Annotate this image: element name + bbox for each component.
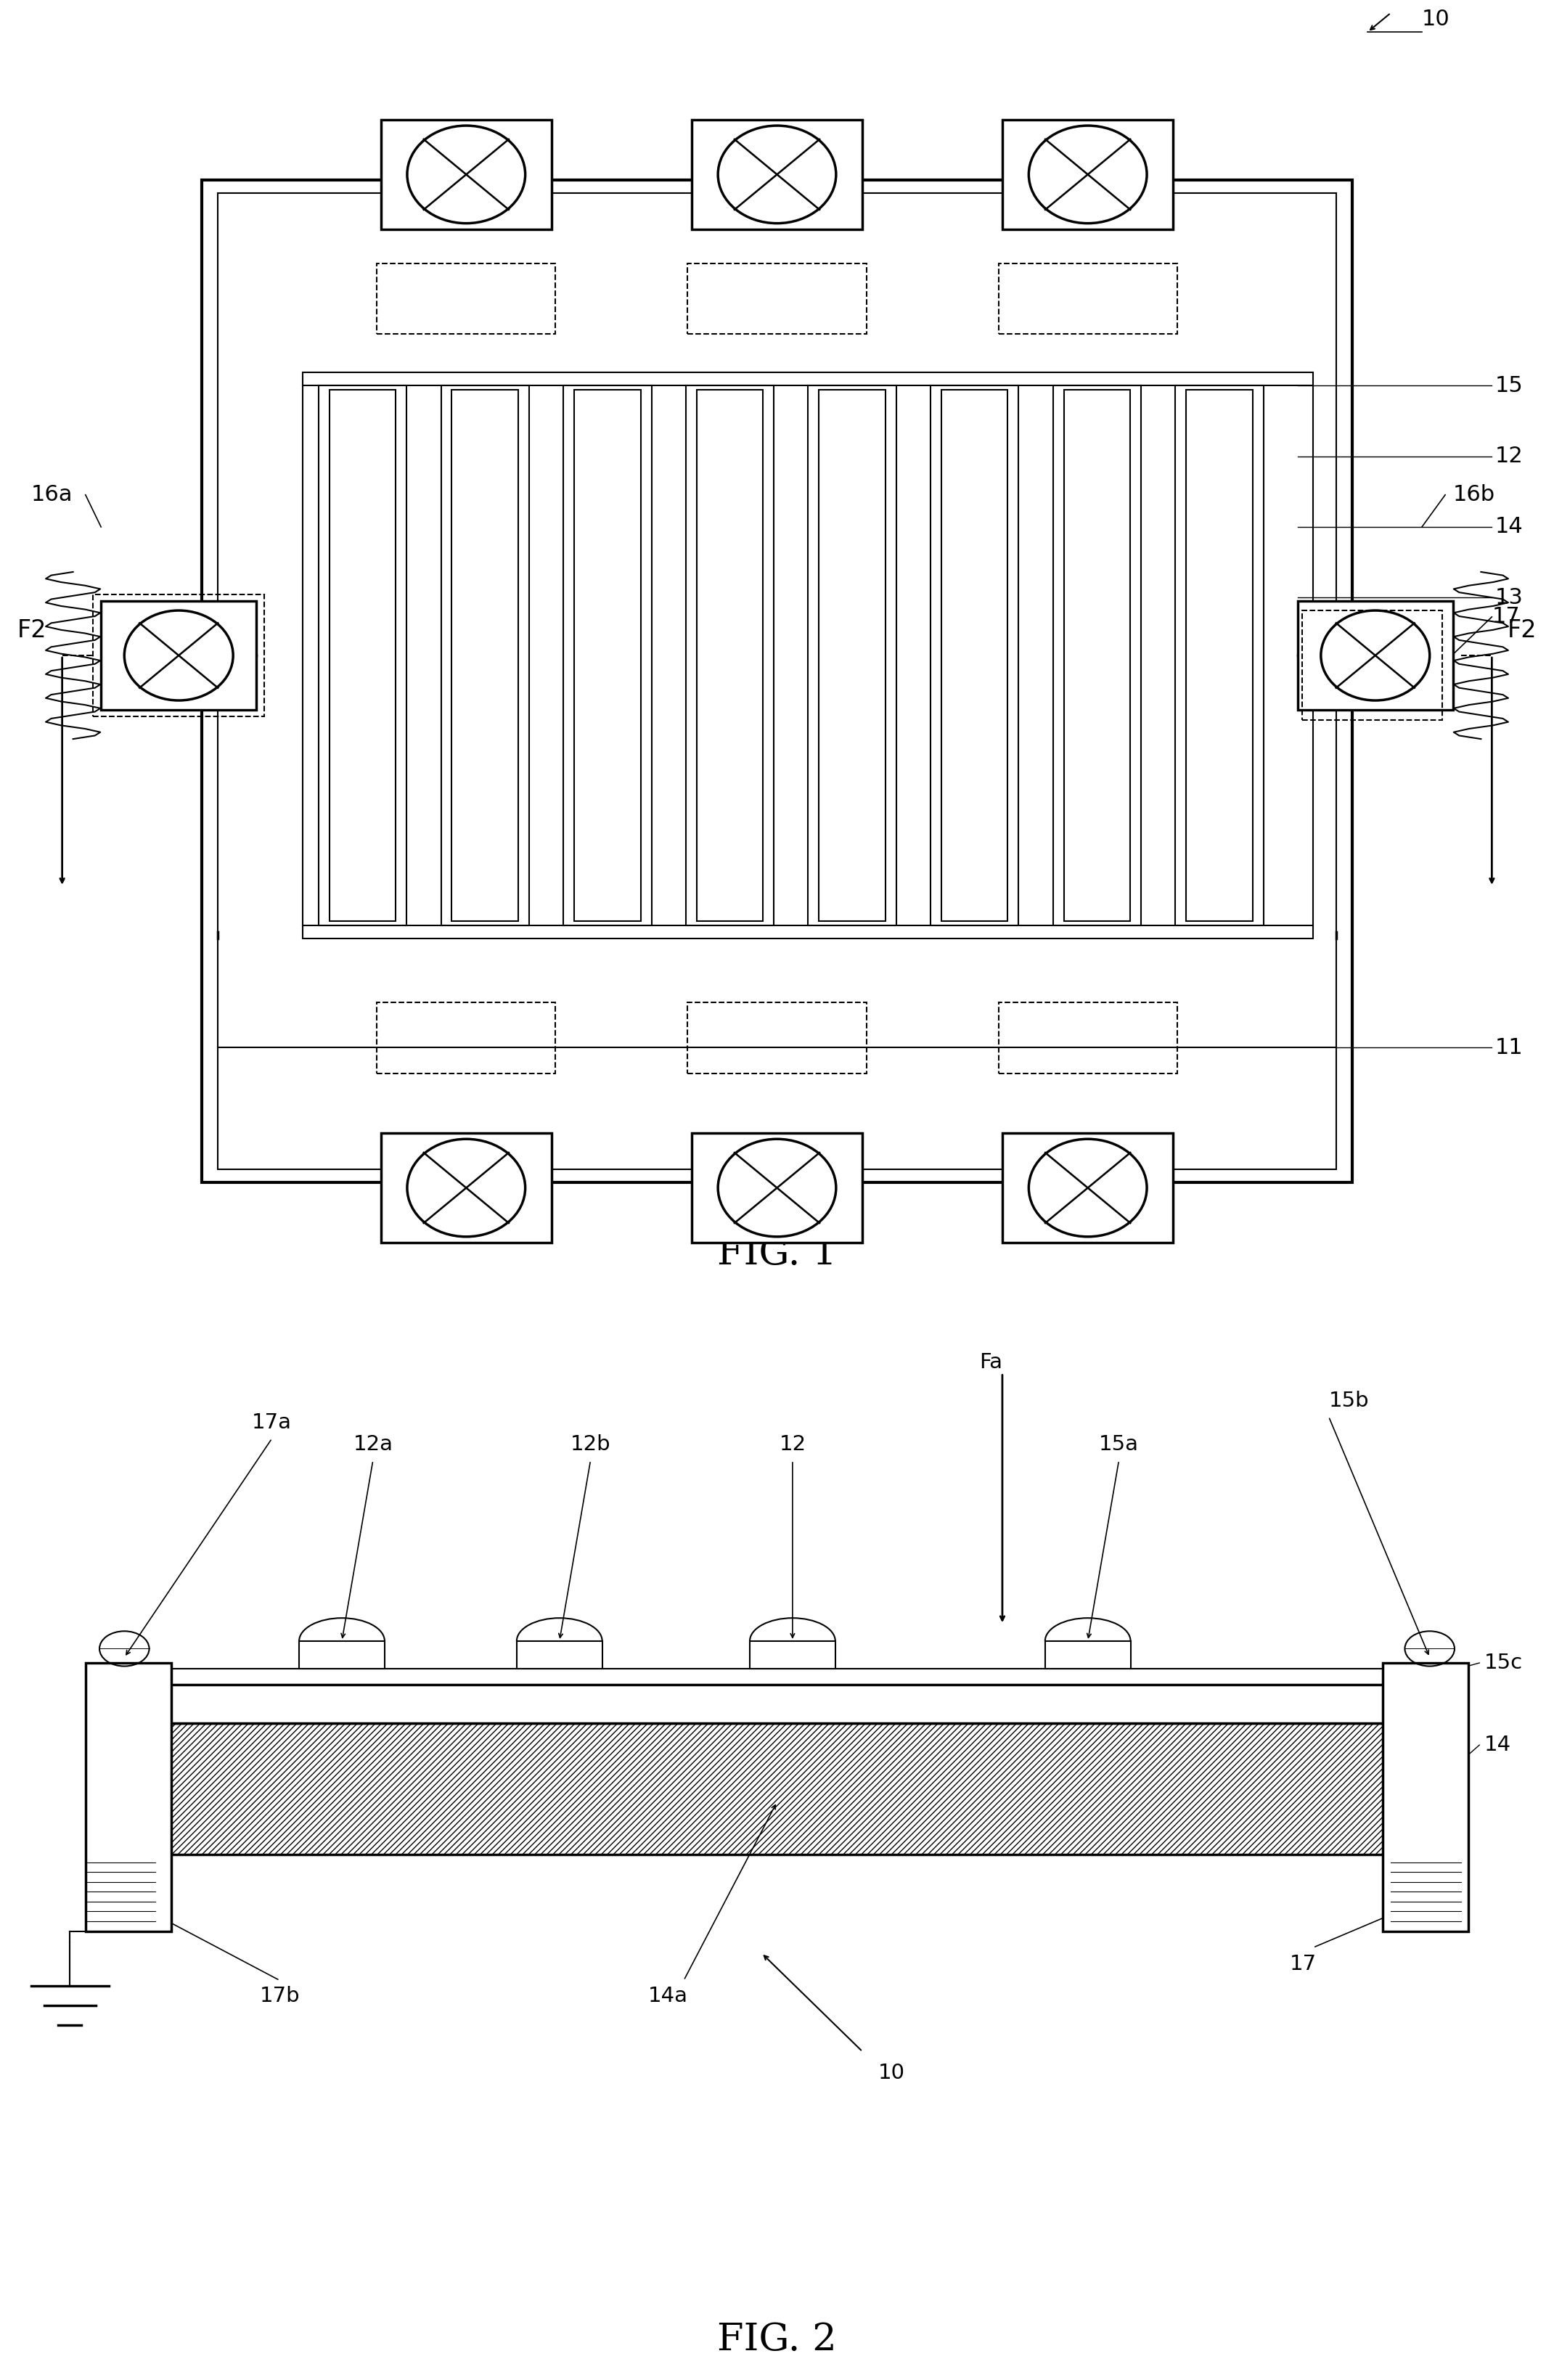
Text: FIG. 2: FIG. 2 [718, 2320, 836, 2359]
Bar [376, 264, 556, 333]
Text: 16b: 16b [1453, 483, 1495, 505]
Bar [202, 181, 1352, 1183]
Text: 12a: 12a [353, 1435, 393, 1454]
Bar [808, 386, 897, 926]
Bar [563, 386, 651, 926]
Bar [1002, 119, 1173, 228]
Text: F2: F2 [17, 619, 47, 643]
Text: 17a: 17a [252, 1414, 292, 1433]
Bar [692, 119, 862, 228]
Bar [441, 386, 528, 926]
Bar [124, 1723, 1430, 1854]
Text: 14: 14 [1495, 516, 1523, 538]
Text: 17b: 17b [260, 1985, 300, 2006]
Bar [1175, 386, 1263, 926]
Text: F2: F2 [1507, 619, 1537, 643]
Bar [101, 600, 256, 709]
Text: Fa: Fa [979, 1352, 1002, 1373]
Bar [819, 390, 886, 921]
Text: 10: 10 [878, 2063, 904, 2082]
Bar [452, 390, 517, 921]
Bar [376, 1002, 556, 1073]
Bar [1063, 390, 1130, 921]
Text: 15b: 15b [1329, 1390, 1369, 1411]
Text: 14: 14 [1484, 1735, 1510, 1754]
Text: 17: 17 [1290, 1954, 1316, 1973]
Bar [381, 119, 552, 228]
Bar [381, 1133, 552, 1242]
Bar [1052, 386, 1141, 926]
Bar [931, 386, 1018, 926]
Text: 16a: 16a [31, 483, 73, 505]
Bar [85, 1664, 171, 1930]
Text: 13: 13 [1495, 588, 1523, 609]
Text: 11: 11 [1495, 1038, 1523, 1059]
Bar [124, 1723, 1430, 1854]
Bar [298, 1642, 384, 1668]
Text: 12: 12 [1495, 445, 1523, 466]
Bar [998, 1002, 1178, 1073]
Bar [998, 264, 1178, 333]
Text: 15c: 15c [1484, 1652, 1523, 1673]
Bar [516, 1642, 601, 1668]
Bar [1002, 1133, 1173, 1242]
Bar [696, 390, 763, 921]
Bar [303, 374, 1313, 938]
Bar [1186, 390, 1253, 921]
Bar [692, 1133, 862, 1242]
Bar [319, 386, 407, 926]
Text: 12b: 12b [570, 1435, 611, 1454]
Bar [1302, 609, 1442, 719]
Bar [575, 390, 640, 921]
Text: 10: 10 [1422, 10, 1450, 31]
Bar [749, 1642, 836, 1668]
Bar [1383, 1664, 1469, 1930]
Bar [124, 1685, 1430, 1723]
Text: 15: 15 [1495, 376, 1523, 395]
Bar [1298, 600, 1453, 709]
Bar [685, 386, 774, 926]
Text: 12: 12 [779, 1435, 807, 1454]
Text: 15a: 15a [1099, 1435, 1139, 1454]
Bar [93, 595, 264, 716]
Bar [329, 390, 396, 921]
Text: FIG. 1: FIG. 1 [716, 1235, 838, 1273]
Bar [1044, 1642, 1131, 1668]
Bar [218, 193, 1336, 1169]
Text: 17: 17 [1492, 607, 1520, 628]
Bar [687, 1002, 867, 1073]
Bar [687, 264, 867, 333]
Text: 14a: 14a [648, 1985, 688, 2006]
Bar [942, 390, 1007, 921]
